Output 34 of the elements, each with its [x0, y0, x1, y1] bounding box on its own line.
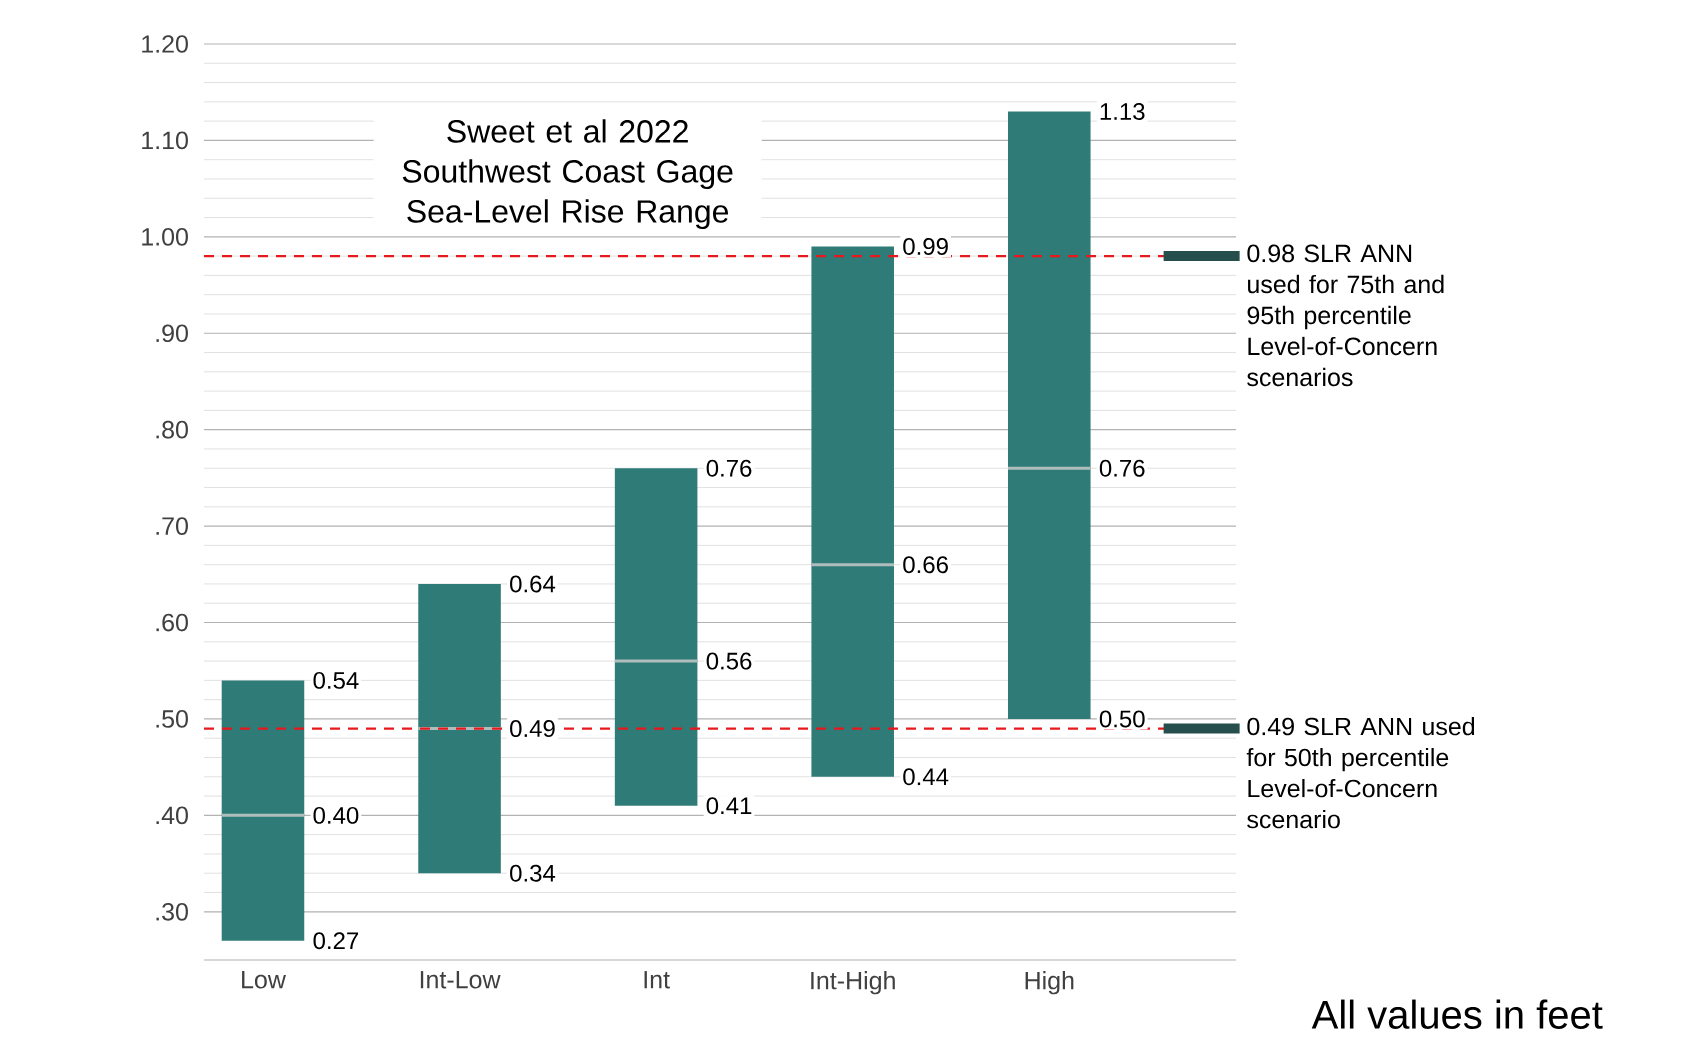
annotation: 0.54: [313, 671, 359, 689]
annotation: 0.99: [903, 237, 948, 255]
y-tick-label: .50: [156, 710, 188, 728]
text: All values in feet: [1311, 999, 1603, 1029]
annotation: 1.13: [1100, 103, 1145, 120]
y-tick-label: .60: [156, 613, 188, 632]
x-tick-label: Low: [242, 971, 286, 989]
annotation: 0.56: [706, 652, 752, 670]
y-tick-label: 1.20: [142, 35, 188, 53]
x-tick-label: Int: [644, 971, 670, 989]
y-tick-label: .30: [156, 902, 188, 921]
annotation: 0.76: [1099, 459, 1145, 477]
text: Sweet et al 2022 Southwest Coast Gage Sea-Level Rise Range: [402, 119, 733, 230]
annotation: 0.27: [313, 932, 359, 950]
annotation: 0.50: [1099, 710, 1145, 728]
annotation: 0.44: [903, 768, 949, 786]
ref-line-label: 0.98 SLR ANN used for 75th and 95th percentile Level-of-Concern scenarios: [1247, 244, 1444, 387]
annotation: 0.40: [313, 806, 359, 824]
annotation: 0.41: [706, 797, 752, 815]
y-tick-label: .40: [156, 806, 188, 825]
annotation: 0.64: [510, 575, 556, 593]
y-tick-label: .80: [156, 420, 188, 439]
y-tick-label: 1.10: [142, 131, 188, 150]
annotation: 0.76: [706, 459, 752, 477]
annotation: 0.34: [510, 864, 556, 882]
annotation: 0.66: [903, 556, 948, 574]
y-tick-label: .90: [156, 324, 188, 343]
y-tick-label: 1.00: [142, 228, 188, 246]
y-tick-label: .70: [156, 517, 188, 535]
x-tick-label: Int-Low: [420, 971, 501, 989]
annotation: 0.49: [510, 720, 555, 738]
x-tick-label: High: [1025, 971, 1074, 995]
ref-line-label: 0.49 SLR ANN used for 50th percentile Level-of-Concern scenario: [1246, 716, 1475, 829]
x-tick-label: Int-High: [811, 971, 895, 995]
